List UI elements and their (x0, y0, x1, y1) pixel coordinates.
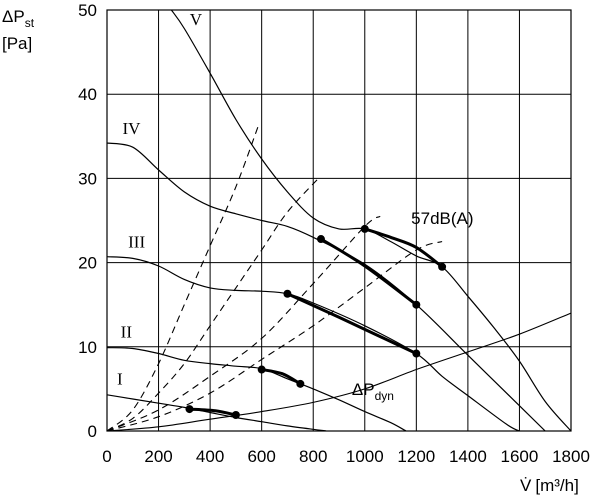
dynamic-pressure-curve (107, 312, 571, 431)
y-axis-symbol: ΔP (2, 7, 25, 26)
grid (106, 9, 572, 432)
operating-points (185, 224, 447, 420)
y-axis-subscript: st (25, 16, 35, 30)
y-tick-label: 40 (78, 85, 97, 104)
x-axis-unit: [m³/h] (535, 476, 578, 495)
operating-point (316, 235, 325, 244)
y-axis-title: ΔPst (2, 7, 35, 30)
fan-curve-i (107, 394, 327, 431)
curve-label-v: V (190, 10, 203, 29)
dynamic-pressure-line (107, 312, 571, 431)
x-tick-label: 1000 (346, 447, 384, 466)
operating-lines (188, 227, 444, 417)
operating-point (360, 224, 369, 233)
operating-line (260, 368, 302, 386)
operating-point (296, 379, 305, 388)
curve-label-iv: IV (123, 119, 142, 138)
system-curve (107, 240, 443, 431)
y-axis-unit: [Pa] (2, 34, 32, 53)
curve-label-ii: II (121, 323, 133, 342)
system-curves (107, 123, 443, 431)
operating-point (257, 365, 266, 374)
x-tick-label: 800 (299, 447, 327, 466)
dynamic-pressure-subscript: dyn (375, 389, 394, 403)
system-curve (107, 123, 260, 431)
operating-line (285, 292, 418, 355)
operating-point (231, 411, 240, 420)
x-tick-labels: 0 200 400 600 800 1000 1200 1400 1600 1800 (102, 447, 590, 466)
operating-point (412, 349, 421, 358)
curve-label-i: I (117, 370, 123, 389)
x-tick-label: 600 (247, 447, 275, 466)
plot-border (106, 9, 572, 432)
y-tick-label: 30 (78, 169, 97, 188)
operating-point (283, 289, 292, 298)
plot-frame (106, 9, 572, 432)
dynamic-pressure-symbol: ΔP (352, 380, 375, 399)
noise-level-annotation: 57dB(A) (411, 209, 473, 228)
operating-line (363, 227, 444, 269)
operating-point (438, 262, 447, 271)
fan-curve-iv (107, 142, 546, 431)
x-tick-label: 1600 (501, 447, 539, 466)
y-tick-label: 20 (78, 254, 97, 273)
x-tick-label: 200 (144, 447, 172, 466)
x-tick-label: 400 (196, 447, 224, 466)
operating-point (412, 300, 421, 309)
y-tick-label: 0 (88, 422, 97, 441)
y-tick-labels: 0 10 20 30 40 50 (78, 1, 97, 441)
dynamic-pressure-label: ΔPdyn (352, 380, 394, 403)
curve-label-iii: III (128, 232, 145, 251)
x-tick-label: 1800 (552, 447, 590, 466)
fan-curves (107, 10, 571, 431)
x-tick-label: 0 (102, 447, 111, 466)
operating-point (185, 405, 194, 414)
system-curve (107, 178, 319, 431)
y-tick-label: 50 (78, 1, 97, 20)
x-tick-label: 1400 (449, 447, 487, 466)
operating-line (319, 237, 418, 307)
operating-line (188, 407, 238, 417)
x-tick-label: 1200 (397, 447, 435, 466)
system-curve (107, 215, 381, 431)
x-axis-symbol: V̇ (520, 476, 532, 495)
x-axis-title: V̇ [m³/h] (520, 476, 579, 495)
y-tick-label: 10 (78, 338, 97, 357)
